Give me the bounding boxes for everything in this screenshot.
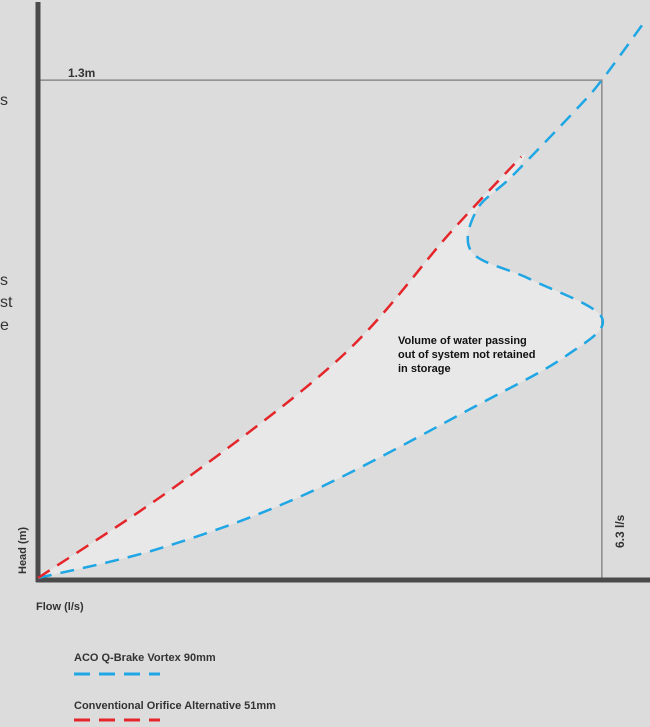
- series-orifice-line: [37, 155, 523, 580]
- edge-text-fragment: s: [0, 272, 8, 289]
- region-annotation-line: out of system not retained: [398, 349, 536, 361]
- design-head-label: 1.3m: [68, 66, 95, 80]
- x-axis-label: Flow (l/s): [36, 601, 84, 613]
- edge-text-fragment: st: [0, 294, 13, 311]
- legend-2: Conventional Orifice Alternative 51mm: [74, 700, 276, 718]
- design-flow-label: 6.3 l/s: [613, 514, 627, 548]
- region-annotation-line: in storage: [398, 363, 451, 375]
- edge-text-fragment: s: [0, 92, 8, 109]
- legend: ACO Q-Brake Vortex 90mm: [74, 652, 216, 670]
- unretained-volume-region: [38, 154, 603, 578]
- y-axis-label: Head (m): [17, 527, 29, 574]
- legend-label-vortex: ACO Q-Brake Vortex 90mm: [74, 652, 216, 664]
- design-point-box: [38, 79, 603, 578]
- edge-text-fragment: e: [0, 317, 9, 334]
- region-annotation-line: Volume of water passing: [398, 335, 527, 347]
- series-vortex-line: [37, 18, 648, 580]
- legend-label-orifice: Conventional Orifice Alternative 51mm: [74, 700, 276, 712]
